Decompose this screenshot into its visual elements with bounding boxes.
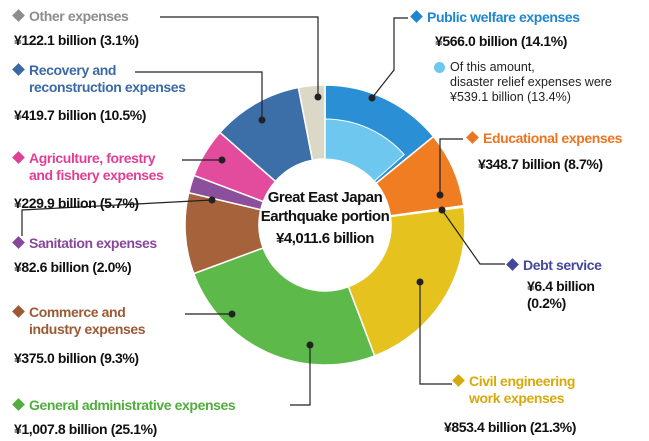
category-name: Recovery and reconstruction expenses	[29, 62, 186, 95]
leader-dot	[208, 196, 216, 204]
category-name: Agriculture, forestry and fishery expens…	[29, 150, 164, 183]
sub-segment	[324, 118, 405, 182]
value-label: ¥1,007.8 billion (25.1%)	[14, 421, 157, 437]
leader-line	[160, 16, 319, 97]
leader-line	[441, 209, 505, 265]
category-name: Commerce and industry expenses	[29, 304, 146, 337]
legend-marker	[452, 374, 465, 387]
legend-marker	[12, 9, 25, 22]
leader-dot	[306, 341, 314, 349]
category-label: General administrative expenses	[12, 397, 236, 414]
leader-dot	[218, 156, 226, 164]
leader-dot	[416, 278, 424, 286]
legend-marker	[12, 236, 25, 249]
donut-segment	[347, 206, 466, 357]
center-total: ¥4,011.6 billion	[276, 230, 374, 247]
center-label: Great East Japan Earthquake portion	[260, 189, 390, 225]
leader-line	[21, 199, 213, 236]
leader-dot	[258, 116, 266, 124]
legend-marker	[12, 151, 25, 164]
value-label: ¥566.0 billion (14.1%)	[435, 33, 568, 49]
value-label: ¥82.6 billion (2.0%)	[14, 259, 132, 275]
category-name: Sanitation expenses	[29, 235, 157, 251]
category-label: Commerce and industry expenses	[12, 304, 146, 338]
leader-dot	[368, 94, 376, 102]
legend-marker	[506, 258, 519, 271]
value-label: ¥419.7 billion (10.5%)	[14, 107, 147, 123]
leader-dot	[314, 93, 322, 101]
category-name: Civil engineering work expenses	[469, 373, 575, 406]
sub-note: Of this amount, disaster relief expenses…	[450, 60, 612, 89]
legend-marker	[466, 131, 479, 144]
donut-segment	[192, 246, 376, 366]
category-label: Civil engineering work expenses	[452, 373, 575, 407]
category-name: Public welfare expenses	[427, 9, 580, 25]
leader-dot	[438, 206, 446, 214]
legend-marker	[12, 305, 25, 318]
value-label: ¥6.4 billion (0.2%)	[527, 278, 595, 311]
leader-line	[135, 71, 263, 120]
leader-line	[371, 17, 408, 99]
category-label: Public welfare expenses	[410, 9, 580, 26]
value-label: ¥853.4 billion (21.3%)	[444, 419, 577, 435]
leader-dot	[228, 310, 236, 318]
value-label: ¥375.0 billion (9.3%)	[14, 350, 139, 366]
donut-segment	[297, 84, 326, 162]
category-name: Debt service	[523, 257, 602, 273]
category-name: General administrative expenses	[29, 397, 236, 413]
leader-line	[439, 138, 463, 195]
leader-dot	[436, 191, 444, 199]
sub-marker	[434, 62, 445, 73]
category-label: Debt service	[506, 257, 602, 274]
category-name: Educational expenses	[483, 130, 623, 146]
legend-marker	[410, 10, 423, 23]
category-label: Sanitation expenses	[12, 235, 157, 252]
legend-marker	[12, 398, 25, 411]
sub-value-label: ¥539.1 billion (13.4%)	[450, 90, 571, 104]
value-label: ¥122.1 billion (3.1%)	[14, 32, 139, 48]
category-label: Agriculture, forestry and fishery expens…	[12, 150, 164, 184]
value-label: ¥229.9 billion (5.7%)	[14, 195, 139, 211]
category-label: Other expenses	[12, 8, 129, 25]
leader-line	[419, 282, 452, 385]
category-label: Educational expenses	[466, 130, 622, 147]
value-label: ¥348.7 billion (8.7%)	[478, 156, 603, 172]
leader-line	[290, 345, 311, 406]
category-name: Other expenses	[29, 8, 129, 24]
legend-marker	[12, 63, 25, 76]
category-label: Recovery and reconstruction expenses	[12, 62, 186, 96]
